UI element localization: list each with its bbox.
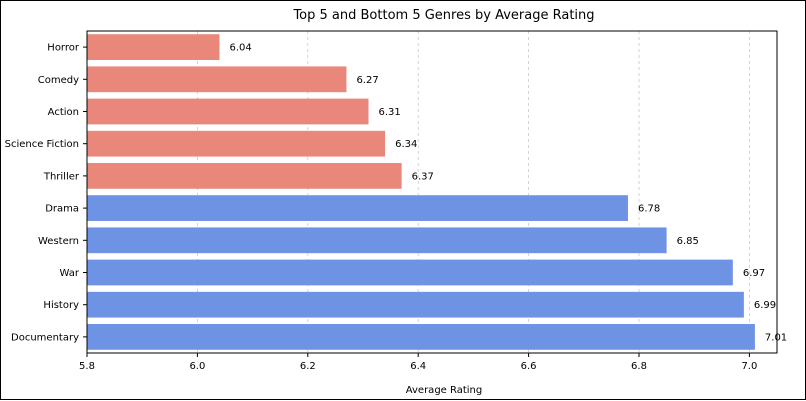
data-label: 6.85 bbox=[677, 236, 699, 247]
bar-history bbox=[87, 291, 744, 318]
y-tick-label: History bbox=[43, 300, 79, 311]
bar-drama bbox=[87, 195, 628, 221]
bar-science-fiction bbox=[87, 130, 386, 157]
x-tick-label: 5.8 bbox=[79, 361, 95, 372]
data-label: 6.99 bbox=[754, 300, 776, 311]
x-axis-label: Average Rating bbox=[406, 385, 482, 396]
y-tick-label: Science Fiction bbox=[5, 139, 79, 150]
x-tick-label: 6.6 bbox=[521, 361, 537, 372]
data-label: 6.78 bbox=[638, 204, 660, 215]
data-label: 7.01 bbox=[765, 332, 787, 343]
x-tick-label: 7.0 bbox=[741, 361, 757, 372]
data-label: 6.04 bbox=[229, 43, 251, 54]
x-tick-label: 6.4 bbox=[410, 361, 426, 372]
y-tick-label: Documentary bbox=[11, 332, 79, 343]
y-tick-label: Horror bbox=[47, 43, 80, 54]
y-tick-label: Western bbox=[38, 236, 79, 247]
x-tick-label: 6.2 bbox=[300, 361, 316, 372]
y-tick-label: Comedy bbox=[38, 75, 79, 86]
bar-documentary bbox=[87, 324, 755, 350]
bar-action bbox=[87, 98, 369, 125]
y-tick-label: Action bbox=[48, 107, 79, 118]
data-labels: 6.04 6.27 6.31 6.34 6.37 6.78 6.85 6.97 6.99 7.01 bbox=[229, 43, 787, 344]
bar-horror bbox=[87, 34, 220, 60]
y-tick-label: War bbox=[60, 268, 80, 279]
y-tick-labels: Horror Comedy Action Science Fiction Thrille… bbox=[5, 43, 87, 343]
plot-area bbox=[86, 30, 778, 354]
bar-comedy bbox=[87, 66, 347, 93]
data-label: 6.31 bbox=[379, 107, 401, 118]
bar-thriller bbox=[87, 163, 402, 189]
x-tick-label: 6.8 bbox=[631, 361, 647, 372]
data-label: 6.27 bbox=[356, 75, 378, 86]
bar-western bbox=[87, 227, 667, 254]
data-label: 6.37 bbox=[412, 171, 434, 182]
x-tick-label: 6.0 bbox=[189, 361, 205, 372]
data-label: 6.97 bbox=[743, 268, 765, 279]
x-ticks: 5.8 6.0 6.2 6.4 6.6 6.8 7.0 bbox=[79, 353, 757, 372]
bar-war bbox=[87, 259, 733, 286]
bars bbox=[87, 34, 755, 350]
y-tick-label: Drama bbox=[45, 204, 79, 215]
y-tick-label: Thriller bbox=[43, 171, 80, 182]
chart-title: Top 5 and Bottom 5 Genres by Average Rat… bbox=[292, 8, 594, 23]
data-label: 6.34 bbox=[395, 139, 417, 150]
